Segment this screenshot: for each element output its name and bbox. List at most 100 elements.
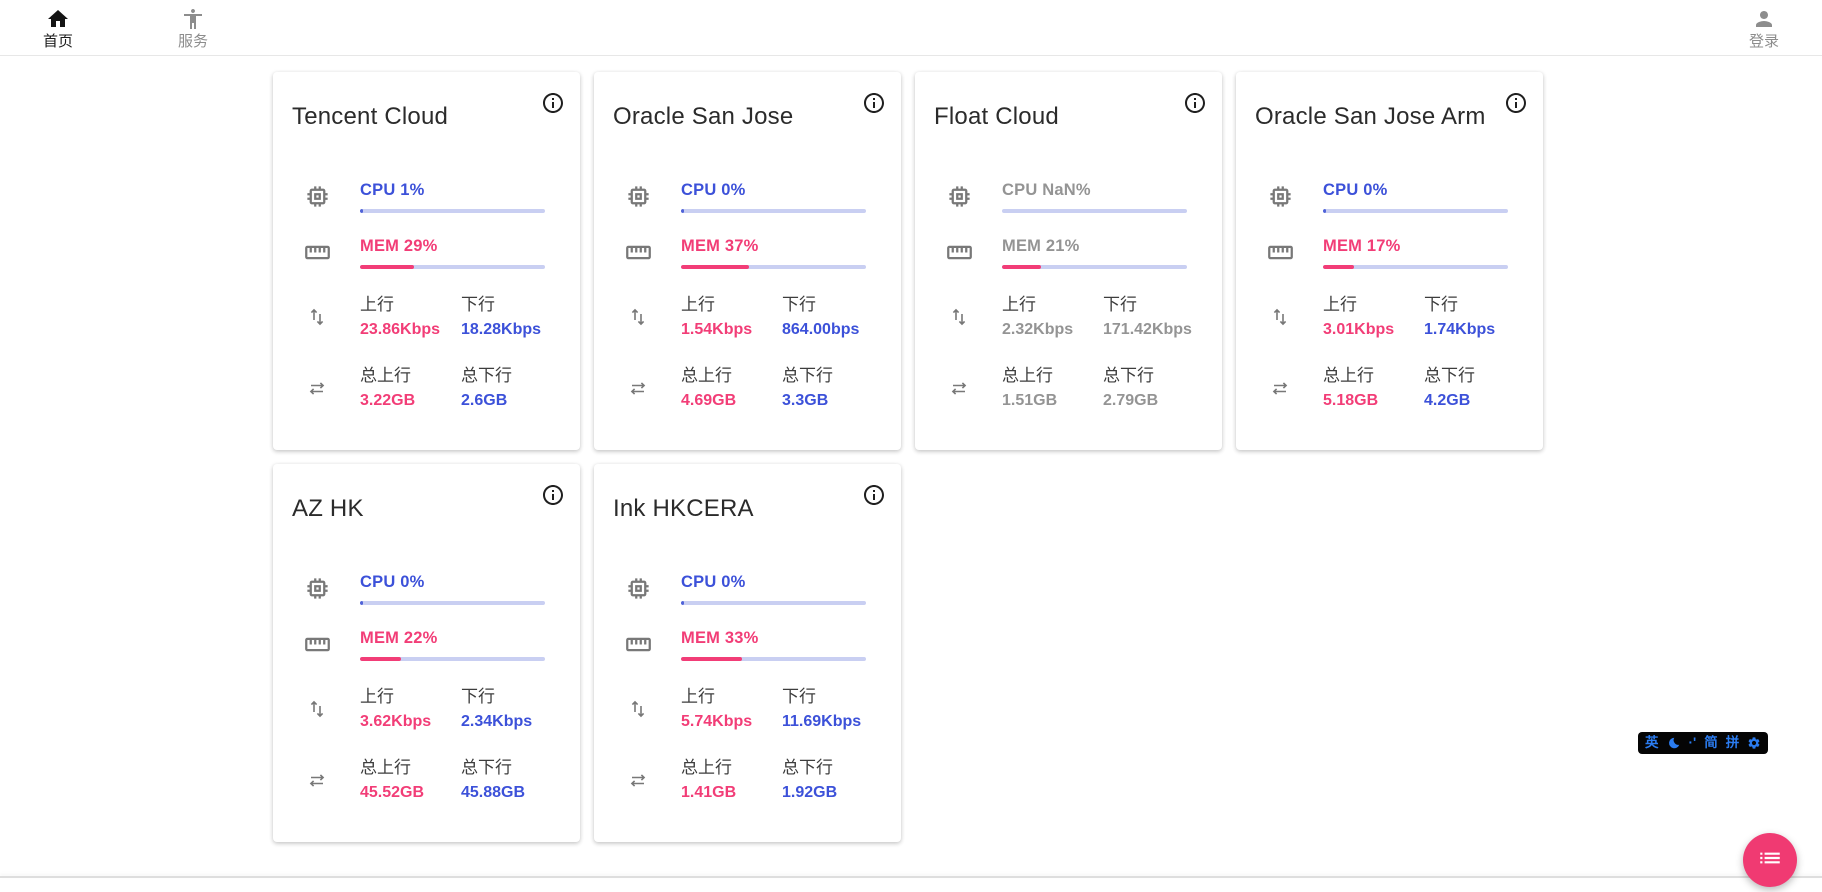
swap-arrows-icon	[939, 376, 979, 400]
cpu-label: CPU NaN%	[1002, 181, 1091, 199]
info-icon[interactable]	[862, 483, 886, 507]
total-up-value: 5.18GB	[1323, 392, 1379, 409]
cpu-progress-bar	[681, 601, 866, 605]
net-total-row: 总上行 5.18GB 总下行 4.2GB	[1260, 365, 1508, 411]
net-rate-row: 上行 1.54Kbps 下行 864.00bps	[618, 294, 866, 340]
server-card: Oracle San Jose CPU 0% MEM 37%	[594, 72, 901, 450]
net-rate-row: 上行 23.86Kbps 下行 18.28Kbps	[297, 294, 545, 340]
down-label: 下行	[461, 295, 495, 314]
mem-label: MEM 22%	[360, 629, 438, 647]
total-up-label: 总上行	[681, 366, 732, 385]
info-icon[interactable]	[1504, 91, 1528, 115]
down-rate-value: 864.00bps	[782, 321, 860, 338]
up-label: 上行	[681, 687, 715, 706]
server-card: AZ HK CPU 0% MEM 22%	[273, 464, 580, 842]
mem-progress-bar	[1002, 265, 1187, 269]
cpu-progress-bar	[681, 209, 866, 213]
ruler-icon	[939, 239, 979, 266]
total-up-label: 总上行	[360, 366, 411, 385]
nav-services-label: 服务	[177, 33, 208, 50]
cpu-label: CPU 0%	[360, 573, 425, 591]
net-rate-row: 上行 2.32Kbps 下行 171.42Kbps	[939, 294, 1192, 340]
info-icon[interactable]	[541, 91, 565, 115]
info-icon[interactable]	[1183, 91, 1207, 115]
total-down-label: 总下行	[1103, 366, 1154, 385]
up-label: 上行	[1002, 295, 1036, 314]
total-down-label: 总下行	[461, 758, 512, 777]
server-name: Oracle San Jose	[613, 103, 794, 130]
cpu-row: CPU 1%	[297, 180, 545, 213]
updown-arrows-icon	[939, 305, 979, 329]
total-down-value: 2.79GB	[1103, 392, 1159, 409]
mem-progress-bar	[681, 265, 866, 269]
total-down-label: 总下行	[461, 366, 512, 385]
updown-arrows-icon	[297, 305, 337, 329]
person-icon	[1751, 6, 1777, 32]
swap-arrows-icon	[1260, 376, 1300, 400]
nav-item-login[interactable]: 登录	[1732, 6, 1796, 50]
server-name: Oracle San Jose Arm	[1255, 103, 1486, 130]
server-card: Float Cloud CPU NaN% MEM 21%	[915, 72, 1222, 450]
cpu-progress-bar	[1002, 209, 1187, 213]
net-total-row: 总上行 1.51GB 总下行 2.79GB	[939, 365, 1187, 411]
nav-item-home[interactable]: 首页	[26, 6, 90, 50]
ruler-icon	[618, 239, 658, 266]
ime-pinyin-toggle[interactable]: 拼	[1725, 735, 1740, 750]
cpu-label: CPU 0%	[681, 181, 746, 199]
gear-icon[interactable]	[1747, 736, 1761, 750]
server-name: Tencent Cloud	[292, 103, 449, 130]
mem-progress-bar	[681, 657, 866, 661]
footer-divider	[0, 876, 1822, 878]
up-rate-value: 3.62Kbps	[360, 713, 432, 730]
down-rate-value: 18.28Kbps	[461, 321, 542, 338]
ime-punct-toggle[interactable]: ·'	[1688, 735, 1697, 750]
down-rate-value: 171.42Kbps	[1103, 321, 1192, 338]
swap-arrows-icon	[618, 376, 658, 400]
mem-meter: MEM 22%	[360, 628, 545, 661]
updown-arrows-icon	[1260, 305, 1300, 329]
total-up-value: 1.51GB	[1002, 392, 1058, 409]
mem-label: MEM 17%	[1323, 237, 1401, 255]
server-name: AZ HK	[292, 495, 364, 522]
total-up-label: 总上行	[1002, 366, 1053, 385]
server-list-fab[interactable]	[1743, 833, 1797, 887]
net-rate-row: 上行 3.01Kbps 下行 1.74Kbps	[1260, 294, 1508, 340]
down-rate-value: 2.34Kbps	[461, 713, 533, 730]
mem-label: MEM 37%	[681, 237, 759, 255]
ime-simplified-toggle[interactable]: 简	[1704, 735, 1718, 750]
cpu-meter: CPU 1%	[360, 180, 545, 213]
server-stats: CPU 1% MEM 29%	[297, 180, 545, 411]
server-cards-grid: Tencent Cloud CPU 1% MEM 29%	[273, 72, 1571, 842]
total-down-value: 3.3GB	[782, 392, 829, 409]
down-label: 下行	[461, 687, 495, 706]
net-total-row: 总上行 4.69GB 总下行 3.3GB	[618, 365, 866, 411]
mem-progress-bar	[1323, 265, 1508, 269]
net-total-row: 总上行 45.52GB 总下行 45.88GB	[297, 757, 545, 803]
mem-row: MEM 17%	[1260, 236, 1508, 269]
mem-row: MEM 29%	[297, 236, 545, 269]
nav-home-label: 首页	[42, 33, 73, 50]
info-icon[interactable]	[541, 483, 565, 507]
down-rate-value: 1.74Kbps	[1424, 321, 1496, 338]
net-rate-row: 上行 3.62Kbps 下行 2.34Kbps	[297, 686, 545, 732]
ime-lang-toggle[interactable]: 英	[1645, 735, 1659, 750]
down-label: 下行	[782, 295, 816, 314]
server-name: Ink HKCERA	[613, 495, 754, 522]
total-up-value: 45.52GB	[360, 784, 425, 801]
nav-login-label: 登录	[1748, 33, 1779, 50]
cpu-row: CPU 0%	[618, 180, 866, 213]
moon-icon[interactable]	[1667, 736, 1681, 750]
nav-item-services[interactable]: 服务	[161, 6, 225, 50]
server-card: Tencent Cloud CPU 1% MEM 29%	[273, 72, 580, 450]
down-label: 下行	[1424, 295, 1458, 314]
cpu-chip-icon	[618, 575, 658, 602]
total-down-value: 1.92GB	[782, 784, 838, 801]
cpu-chip-icon	[939, 183, 979, 210]
up-label: 上行	[1323, 295, 1357, 314]
total-down-value: 45.88GB	[461, 784, 526, 801]
info-icon[interactable]	[862, 91, 886, 115]
server-card: Ink HKCERA CPU 0% MEM 33%	[594, 464, 901, 842]
ruler-icon	[297, 239, 337, 266]
updown-arrows-icon	[297, 697, 337, 721]
total-down-label: 总下行	[782, 758, 833, 777]
